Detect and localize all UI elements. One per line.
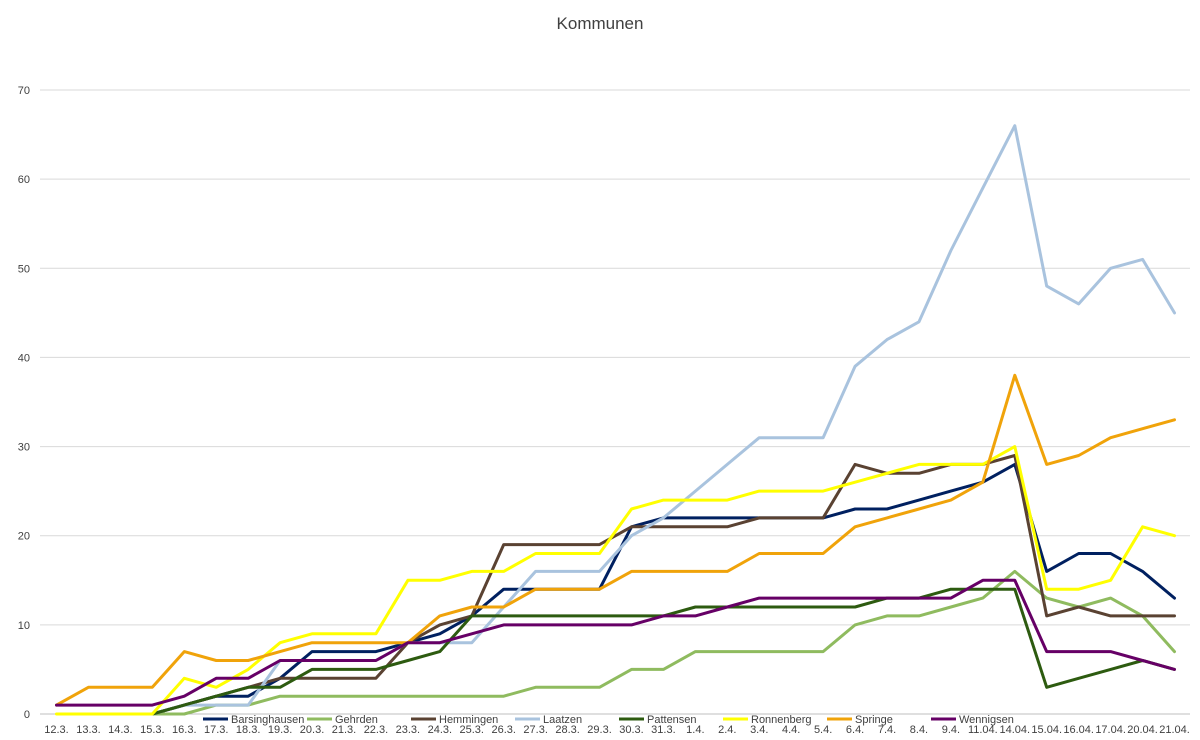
y-tick-label: 50 bbox=[18, 263, 30, 275]
x-tick-label: 13.3. bbox=[76, 724, 100, 736]
x-tick-label: 9.4. bbox=[942, 724, 960, 736]
legend-entry: Laatzen bbox=[543, 714, 582, 726]
x-tick-label: 5.4. bbox=[814, 724, 832, 736]
x-tick-label: 3.4. bbox=[750, 724, 768, 736]
series-line-hemmingen bbox=[150, 454, 1176, 716]
x-tick-label: 29.3. bbox=[587, 724, 611, 736]
y-tick-label: 10 bbox=[18, 620, 30, 632]
legend-entry: Springe bbox=[855, 714, 893, 726]
legend-entry: Pattensen bbox=[647, 714, 697, 726]
y-tick-label: 20 bbox=[18, 531, 30, 543]
x-tick-label: 14.3. bbox=[108, 724, 132, 736]
x-tick-label: 8.4. bbox=[910, 724, 928, 736]
x-tick-label: 6.4. bbox=[846, 724, 864, 736]
x-tick-label: 20.04. bbox=[1127, 724, 1158, 736]
x-tick-label: 4.4. bbox=[782, 724, 800, 736]
x-tick-label: 15.3. bbox=[140, 724, 164, 736]
x-tick-label: 2.4. bbox=[718, 724, 736, 736]
chart-title: Kommunen bbox=[557, 14, 644, 33]
x-tick-label: 15.04. bbox=[1031, 724, 1062, 736]
x-tick-label: 19.3. bbox=[268, 724, 292, 736]
y-axis-tick-labels: 0 10 20 30 40 50 60 70 bbox=[18, 85, 30, 721]
x-tick-label: 20.3. bbox=[300, 724, 324, 736]
x-axis-tick-labels: 12.3. 13.3. 14.3. 15.3. 16.3. 17.3. 18.3. 19.3.… bbox=[44, 724, 1190, 736]
x-tick-label: 21.3. bbox=[332, 724, 356, 736]
x-tick-label: 31.3. bbox=[651, 724, 675, 736]
x-tick-label: 21.04. bbox=[1159, 724, 1190, 736]
y-tick-label: 60 bbox=[18, 174, 30, 186]
x-tick-label: 16.3. bbox=[172, 724, 196, 736]
x-tick-label: 16.04. bbox=[1063, 724, 1094, 736]
legend-entry: Ronnenberg bbox=[751, 714, 812, 726]
x-tick-label: 30.3. bbox=[619, 724, 643, 736]
x-tick-label: 26.3. bbox=[491, 724, 515, 736]
legend-entry: Barsinghausen bbox=[231, 714, 304, 726]
legend-entry: Hemmingen bbox=[439, 714, 498, 726]
x-tick-label: 17.04. bbox=[1095, 724, 1126, 736]
y-tick-label: 30 bbox=[18, 442, 30, 454]
y-tick-label: 0 bbox=[24, 709, 30, 721]
series-line-laatzen bbox=[150, 124, 1176, 716]
x-tick-label: 7.4. bbox=[878, 724, 896, 736]
legend: Barsinghausen Gehrden Hemmingen Laatzen Patt… bbox=[203, 714, 1014, 726]
y-tick-label: 70 bbox=[18, 85, 30, 97]
x-tick-label: 14.04. bbox=[999, 724, 1030, 736]
legend-entry: Wennigsen bbox=[959, 714, 1014, 726]
data-series bbox=[55, 124, 1176, 716]
x-tick-label: 27.3. bbox=[523, 724, 547, 736]
legend-entry: Gehrden bbox=[335, 714, 378, 726]
series-line-springe bbox=[55, 373, 1176, 707]
x-tick-label: 18.3. bbox=[236, 724, 260, 736]
x-tick-label: 25.3. bbox=[460, 724, 484, 736]
series-line-wennigsen bbox=[55, 578, 1176, 707]
y-tick-label: 40 bbox=[18, 352, 30, 364]
x-tick-label: 22.3. bbox=[364, 724, 388, 736]
x-tick-label: 23.3. bbox=[396, 724, 420, 736]
x-tick-label: 11.04. bbox=[968, 724, 998, 736]
x-tick-label: 12.3. bbox=[44, 724, 68, 736]
x-tick-label: 1.4. bbox=[686, 724, 704, 736]
series-line-barsinghausen bbox=[150, 462, 1176, 716]
x-tick-label: 28.3. bbox=[555, 724, 579, 736]
x-tick-label: 17.3. bbox=[204, 724, 228, 736]
x-tick-label: 24.3. bbox=[428, 724, 452, 736]
gridlines bbox=[40, 89, 1190, 626]
